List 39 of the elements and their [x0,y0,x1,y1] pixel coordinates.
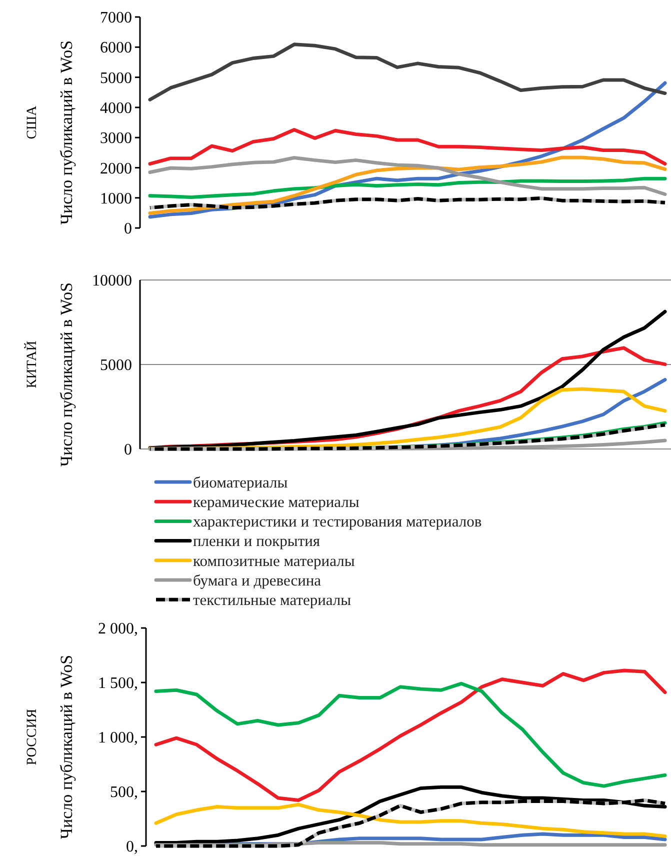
line-series [148,128,667,166]
line-series [154,682,667,788]
y-tick-label: 3000 [100,130,132,148]
y-tick-label: 6000 [100,40,132,57]
y-tick-label: 7000 [100,10,132,27]
line-series [154,802,667,838]
y-tick-label: 2000 [100,160,132,178]
line-series [148,196,667,210]
y-tick-label: 0 [124,442,132,459]
legend-label: композитные материалы [193,552,356,570]
text: США [25,104,40,140]
y-tick-label: 5000 [100,357,132,374]
y-tick-label: 500, [110,784,138,802]
y-tick-label: 1 000, [98,730,138,747]
y-tick-label: 1 500, [98,675,138,692]
y-axis-title: Число публикаций в WoS [57,282,76,467]
y-tick-label: 1000 [100,190,132,208]
y-tick-label: 10000 [92,272,132,290]
legend-label: бумага и древесина [193,572,322,590]
line-series [148,156,667,215]
y-axis-title: Число публикаций в WoS [57,40,76,225]
y-tick-label: 4000 [100,100,132,118]
legend-label: характеристики и тестирования материалов [193,514,482,531]
line-series [148,156,667,196]
y-tick-label: 5000 [100,70,132,87]
y-tick-label: 2 000, [98,620,138,638]
line-series [154,785,667,844]
y-tick-label: 0 [124,220,132,238]
legend-label: керамические материалы [193,494,360,512]
line-series [154,668,667,802]
legend-label: текстильные материалы [193,592,352,610]
text: КИТАЙ [24,340,40,388]
legend-label: биоматериалы [193,474,288,492]
text: РОССИЯ [25,708,40,766]
line-series [148,176,667,200]
y-tick-label: 0, [126,838,138,856]
y-axis-title: Число публикаций в WoS [57,654,76,840]
line-series [148,42,667,102]
legend-label: пленки и покрытия [193,533,320,550]
